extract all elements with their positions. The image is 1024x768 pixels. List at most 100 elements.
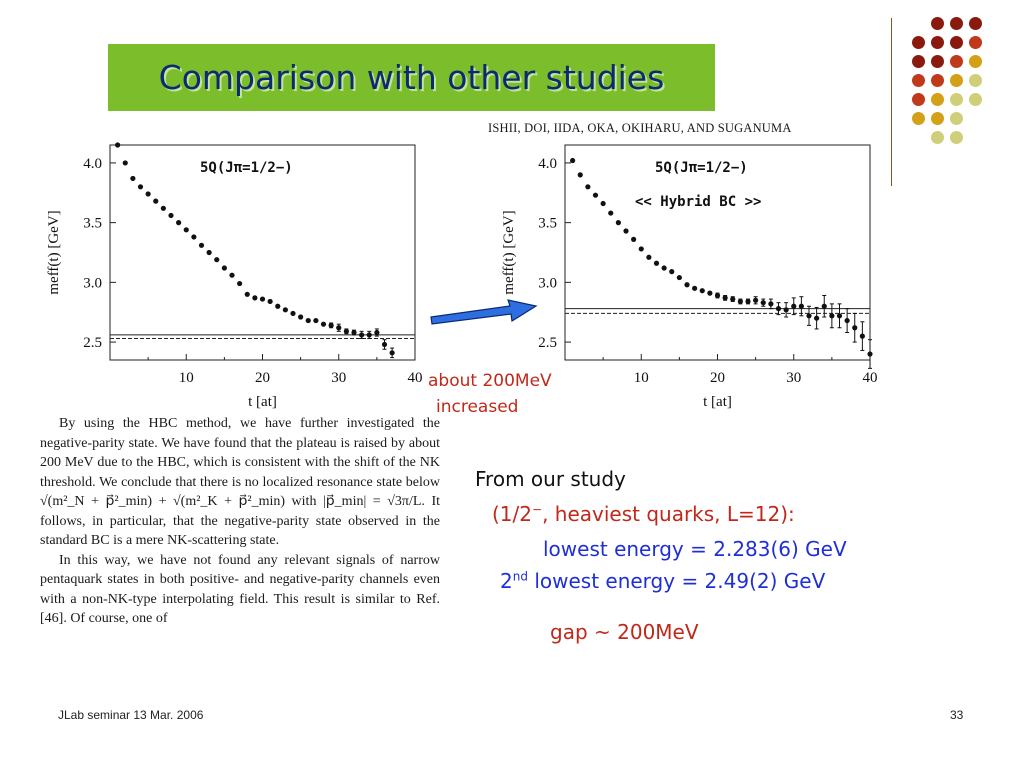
- study-second-energy: 2nd lowest energy = 2.49(2) GeV: [500, 569, 825, 593]
- arrow-icon: [430, 299, 538, 325]
- paper-paragraph-2: In this way, we have not found any relev…: [40, 552, 440, 627]
- data-point: [305, 317, 311, 324]
- data-point: [852, 325, 858, 331]
- data-point: [653, 260, 660, 266]
- data-point: [577, 172, 583, 178]
- data-point: [722, 295, 728, 301]
- y-tick-label: 3.5: [538, 216, 557, 232]
- data-point: [237, 280, 243, 287]
- decorative-dot: [969, 36, 982, 49]
- x-tick-label: 20: [710, 370, 725, 386]
- study-case-open: (1/2: [492, 502, 532, 526]
- data-point: [661, 265, 667, 271]
- paper-paragraph-1: By using the HBC method, we have further…: [40, 416, 440, 548]
- data-point: [829, 313, 835, 319]
- study-second-pre: 2: [500, 569, 513, 593]
- x-axis-label: t [at]: [248, 394, 277, 410]
- data-point: [570, 157, 576, 164]
- data-point: [760, 300, 766, 306]
- chart-hybrid-bc: 10 20 30 40 2.5 3.0 3.5 4.0 t [at] meff(t) [GeV] 5…: [501, 144, 878, 410]
- y-tick-label: 4.0: [538, 156, 557, 172]
- plot-frame: [564, 144, 871, 361]
- data-point: [806, 313, 812, 319]
- data-point: [699, 288, 705, 294]
- data-point: [176, 220, 182, 226]
- data-point: [130, 175, 136, 182]
- decorative-dot: [950, 131, 963, 144]
- data-point: [753, 297, 759, 303]
- decorative-dot: [912, 93, 925, 106]
- chart-title: 5Q(Jπ=1/2−): [200, 160, 293, 176]
- data-point: [669, 269, 675, 275]
- data-point: [821, 303, 827, 309]
- decorative-dot: [912, 36, 925, 49]
- data-point: [775, 306, 782, 312]
- y-axis-label: meff(t) [GeV]: [501, 210, 517, 294]
- x-tick-label: 20: [255, 370, 270, 386]
- paper-excerpt: By using the HBC method, we have further…: [40, 414, 440, 629]
- y-tick-label: 2.5: [83, 335, 102, 351]
- decorative-dot: [912, 112, 925, 125]
- x-tick-label: 10: [179, 370, 194, 386]
- data-point: [615, 220, 621, 226]
- chart-title: 5Q(Jπ=1/2−): [655, 160, 748, 176]
- data-point: [160, 205, 166, 211]
- data-point: [638, 246, 644, 252]
- slide-title: Comparison with other studies: [158, 58, 665, 97]
- data-point: [814, 315, 820, 321]
- data-point: [259, 296, 266, 302]
- decorative-dot: [969, 74, 982, 87]
- data-point: [137, 184, 144, 190]
- data-point: [859, 333, 865, 339]
- data-point: [244, 291, 250, 297]
- data-point: [168, 212, 174, 219]
- data-point: [115, 142, 121, 148]
- decorative-dot: [931, 93, 944, 106]
- data-point: [313, 317, 319, 324]
- chart-subtitle: << Hybrid BC >>: [635, 194, 761, 210]
- data-point: [381, 341, 388, 348]
- chart-standard-bc: 10 20 30 40 2.5 3.0 3.5 4.0 t [at] meff(t) [GeV] 5…: [46, 142, 423, 410]
- data-point: [714, 292, 721, 299]
- data-point: [366, 332, 372, 338]
- data-point: [221, 265, 227, 271]
- study-case: (1/2−, heaviest quarks, L=12):: [492, 502, 795, 526]
- data-point: [267, 298, 273, 305]
- data-point: [745, 298, 751, 305]
- data-point: [867, 351, 873, 357]
- data-point: [791, 303, 797, 309]
- decorative-dot: [950, 112, 963, 125]
- data-point: [676, 274, 682, 281]
- study-lowest-energy: lowest energy = 2.283(6) GeV: [543, 537, 847, 561]
- data-point: [623, 228, 629, 234]
- data-point: [389, 350, 395, 356]
- data-point: [798, 303, 804, 309]
- data-point: [282, 307, 288, 313]
- footer-left: JLab seminar 13 Mar. 2006: [58, 708, 204, 722]
- arrow-note-line1: about 200MeV: [428, 371, 552, 391]
- x-tick-label: 40: [863, 370, 878, 386]
- data-point: [585, 184, 591, 190]
- x-tick-label: 10: [634, 370, 649, 386]
- decorative-dot: [912, 55, 925, 68]
- data-point: [707, 290, 713, 296]
- data-point: [229, 272, 235, 278]
- decorative-dot: [931, 112, 944, 125]
- decorative-dot: [969, 93, 982, 106]
- study-heading: From our study: [475, 467, 626, 491]
- data-point: [336, 325, 342, 331]
- data-point: [359, 332, 365, 338]
- data-point: [684, 282, 690, 288]
- data-point: [290, 310, 296, 317]
- y-tick-label: 3.0: [538, 275, 557, 291]
- decorative-dot: [950, 36, 963, 49]
- data-point: [298, 314, 304, 320]
- x-tick-label: 40: [408, 370, 423, 386]
- page-number: 33: [950, 708, 964, 722]
- decorative-dot: [912, 74, 925, 87]
- decorative-divider: [891, 18, 892, 186]
- data-point: [252, 295, 258, 301]
- data-point: [592, 192, 599, 198]
- data-point: [328, 322, 334, 328]
- decorative-dot: [931, 131, 944, 144]
